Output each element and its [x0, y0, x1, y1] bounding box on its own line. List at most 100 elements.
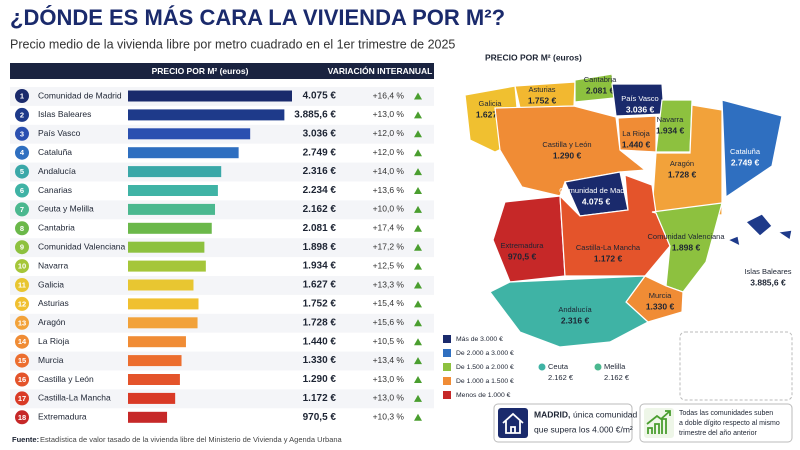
- subtitle: Precio medio de la vivienda libre por me…: [10, 37, 455, 51]
- region-value: 4.075 €: [582, 196, 611, 206]
- bar: [128, 374, 180, 385]
- value-label: 2.749 €: [303, 147, 337, 158]
- value-label: 1.330 €: [303, 355, 337, 366]
- bar: [128, 355, 182, 367]
- region: [744, 213, 773, 237]
- up-arrow: [414, 130, 422, 138]
- rank-badge: [15, 372, 29, 387]
- bar: [128, 147, 239, 159]
- change-label: +17,4 %: [373, 223, 405, 233]
- legend-swatch: [443, 349, 451, 357]
- rank-badge: [15, 183, 29, 198]
- change-label: +13,3 %: [373, 279, 405, 289]
- bar: [128, 128, 251, 140]
- city-dot: [538, 363, 546, 371]
- rank-badge: [15, 410, 29, 425]
- up-arrow: [414, 394, 422, 402]
- city-value: 2.162 €: [548, 373, 574, 382]
- up-arrow: [414, 205, 422, 213]
- change-label: +12,0 %: [373, 128, 405, 138]
- region-value: 1.172 €: [594, 253, 623, 263]
- value-label: 1.728 €: [303, 317, 337, 328]
- region-value: 1.728 €: [668, 169, 697, 179]
- region-name: Comunidad Valenciana: [648, 232, 726, 241]
- rank: 7: [20, 205, 24, 214]
- region-value: 2.749 €: [731, 157, 760, 167]
- region-name: Castilla y León: [542, 140, 591, 149]
- rank-badge: [15, 391, 29, 406]
- value-label: 4.075 €: [303, 91, 337, 102]
- region-name: La Rioja: [38, 336, 69, 346]
- note-text: que supera los 4.000 €/m²: [534, 424, 633, 434]
- rank-badge: [15, 202, 29, 217]
- up-arrow: [414, 413, 422, 421]
- rank: 5: [20, 167, 24, 176]
- up-arrow: [414, 243, 422, 251]
- rank-badge: [15, 89, 29, 103]
- change-label: +16,4 %: [373, 90, 405, 100]
- rank-badge: [15, 240, 29, 255]
- region-value: 1.627 €: [476, 109, 505, 119]
- region-name: Navarra: [38, 260, 69, 270]
- value-label: 1.627 €: [303, 280, 337, 291]
- region-name: Aragón: [670, 159, 694, 168]
- note-box: [493, 403, 633, 443]
- region-name: Cataluña: [730, 147, 761, 156]
- region-name: Asturias: [38, 298, 69, 308]
- up-arrow: [414, 187, 422, 194]
- bar: [128, 90, 292, 102]
- region-name: Castilla-La Mancha: [38, 393, 111, 403]
- region-name: La Rioja: [622, 129, 650, 138]
- region-value: 1.934 €: [656, 125, 685, 135]
- region-name: Comunidad de Madrid: [38, 90, 122, 100]
- up-arrow: [414, 319, 422, 327]
- house-icon: [502, 412, 524, 434]
- rank: 10: [18, 262, 26, 271]
- value-label: 3.036 €: [303, 128, 337, 139]
- table-header: [10, 63, 434, 79]
- source: Estadística de valor tasado de la vivien…: [40, 435, 343, 444]
- bar: [128, 222, 212, 234]
- change-label: +10,5 %: [373, 336, 405, 346]
- row-bg: [10, 200, 434, 220]
- rank: 11: [18, 280, 26, 289]
- change-label: +14,0 %: [373, 166, 405, 176]
- rank: 18: [18, 413, 26, 422]
- note-text: Todas las comunidades suben: [679, 410, 773, 417]
- up-arrow: [414, 300, 422, 308]
- value-label: 1.752 €: [303, 299, 337, 310]
- row-bg: [10, 389, 434, 409]
- value-label: 2.081 €: [303, 223, 337, 234]
- region-name: Cataluña: [38, 147, 72, 157]
- region-name: Comunidad de Madrid: [559, 186, 633, 195]
- rank-badge: [15, 107, 29, 122]
- rank: 2: [20, 110, 24, 119]
- region-name: País Vasco: [38, 128, 81, 138]
- region-name: Islas Baleares: [744, 267, 791, 276]
- legend-label: De 2.000 a 3.000 €: [456, 350, 514, 357]
- region-value: 2.081 €: [586, 85, 615, 95]
- rank: 16: [18, 375, 26, 384]
- region-value: 2.316 €: [561, 315, 590, 325]
- region-name: Canarias: [38, 185, 72, 195]
- region: [726, 235, 741, 248]
- rank-badge: [15, 221, 29, 236]
- region-value: 970,5 €: [508, 251, 537, 261]
- region-value: 1.330 €: [646, 301, 675, 311]
- rank-badge: [15, 278, 29, 292]
- region-name: Aragón: [38, 317, 66, 327]
- rank-badge: [15, 145, 29, 160]
- rank-badge: [15, 353, 29, 368]
- change-label: +13,6 %: [373, 185, 405, 195]
- region: [559, 174, 671, 277]
- legend-swatch: [443, 377, 451, 385]
- bar: [128, 185, 218, 196]
- rank: 1: [20, 91, 24, 100]
- bar: [128, 279, 194, 291]
- region-name: Extremadura: [38, 412, 87, 422]
- source-label: Fuente:: [12, 435, 39, 444]
- region-name: Navarra: [657, 115, 685, 124]
- column-header: PRECIO POR M² (euros): [152, 66, 249, 76]
